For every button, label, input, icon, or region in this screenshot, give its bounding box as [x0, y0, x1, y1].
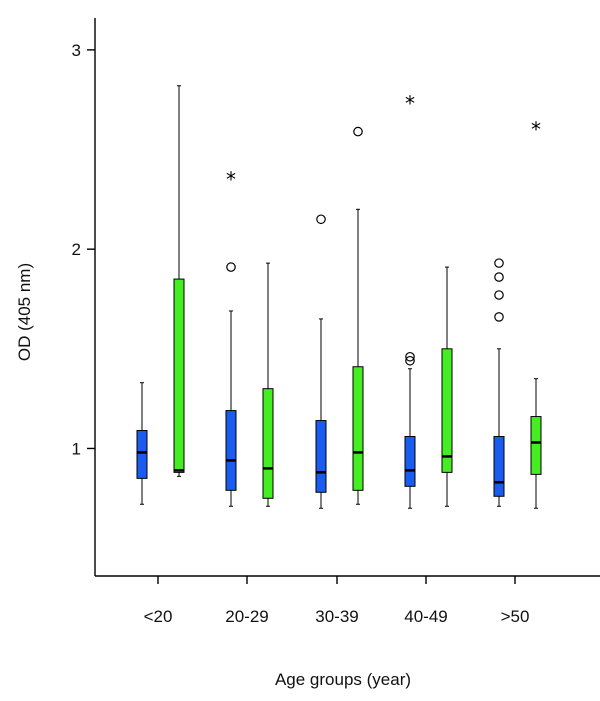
outlier-point	[316, 214, 326, 225]
box-group	[493, 258, 505, 507]
extreme-point: *	[226, 167, 236, 191]
box-group: *	[225, 167, 237, 507]
box-group	[352, 126, 364, 505]
y-axis: 1 2 3	[72, 18, 96, 576]
box-group	[173, 85, 185, 477]
y-tick-label: 2	[72, 240, 81, 259]
x-axis-title: Age groups (year)	[275, 670, 411, 689]
outlier-point	[494, 290, 504, 300]
outlier-point	[494, 272, 504, 282]
box-group	[262, 262, 274, 507]
y-tick-label: 1	[72, 439, 81, 458]
box	[530, 416, 542, 475]
outlier-point	[494, 258, 504, 268]
x-tick-label: 20-29	[225, 607, 268, 626]
x-tick-label: 40-49	[404, 607, 447, 626]
box	[173, 278, 185, 473]
box	[136, 430, 148, 479]
extreme-point: *	[531, 118, 541, 142]
box-group	[315, 214, 327, 509]
box	[315, 420, 327, 493]
box	[404, 436, 416, 487]
x-tick-label: 30-39	[315, 607, 358, 626]
outlier-point	[353, 126, 363, 137]
box-group	[441, 266, 453, 507]
outlier-point	[494, 312, 504, 322]
box-group: *	[530, 118, 542, 509]
x-tick-label: >50	[501, 607, 530, 626]
y-tick-label: 3	[72, 41, 81, 60]
x-axis: <20 20-29 30-39 40-49 >50	[95, 575, 600, 626]
box	[441, 348, 453, 473]
extreme-point: *	[405, 92, 415, 116]
box	[352, 366, 364, 491]
outlier-point	[405, 351, 415, 362]
box	[225, 410, 237, 491]
box-group: *	[404, 92, 416, 509]
x-tick-label: <20	[144, 607, 173, 626]
box-group	[136, 382, 148, 505]
outlier-point	[405, 355, 415, 366]
box	[262, 388, 274, 499]
plot-area: * * *	[136, 85, 542, 509]
y-axis-title: OD (405 nm)	[15, 263, 34, 361]
box	[493, 436, 505, 497]
outlier-point	[226, 262, 236, 272]
